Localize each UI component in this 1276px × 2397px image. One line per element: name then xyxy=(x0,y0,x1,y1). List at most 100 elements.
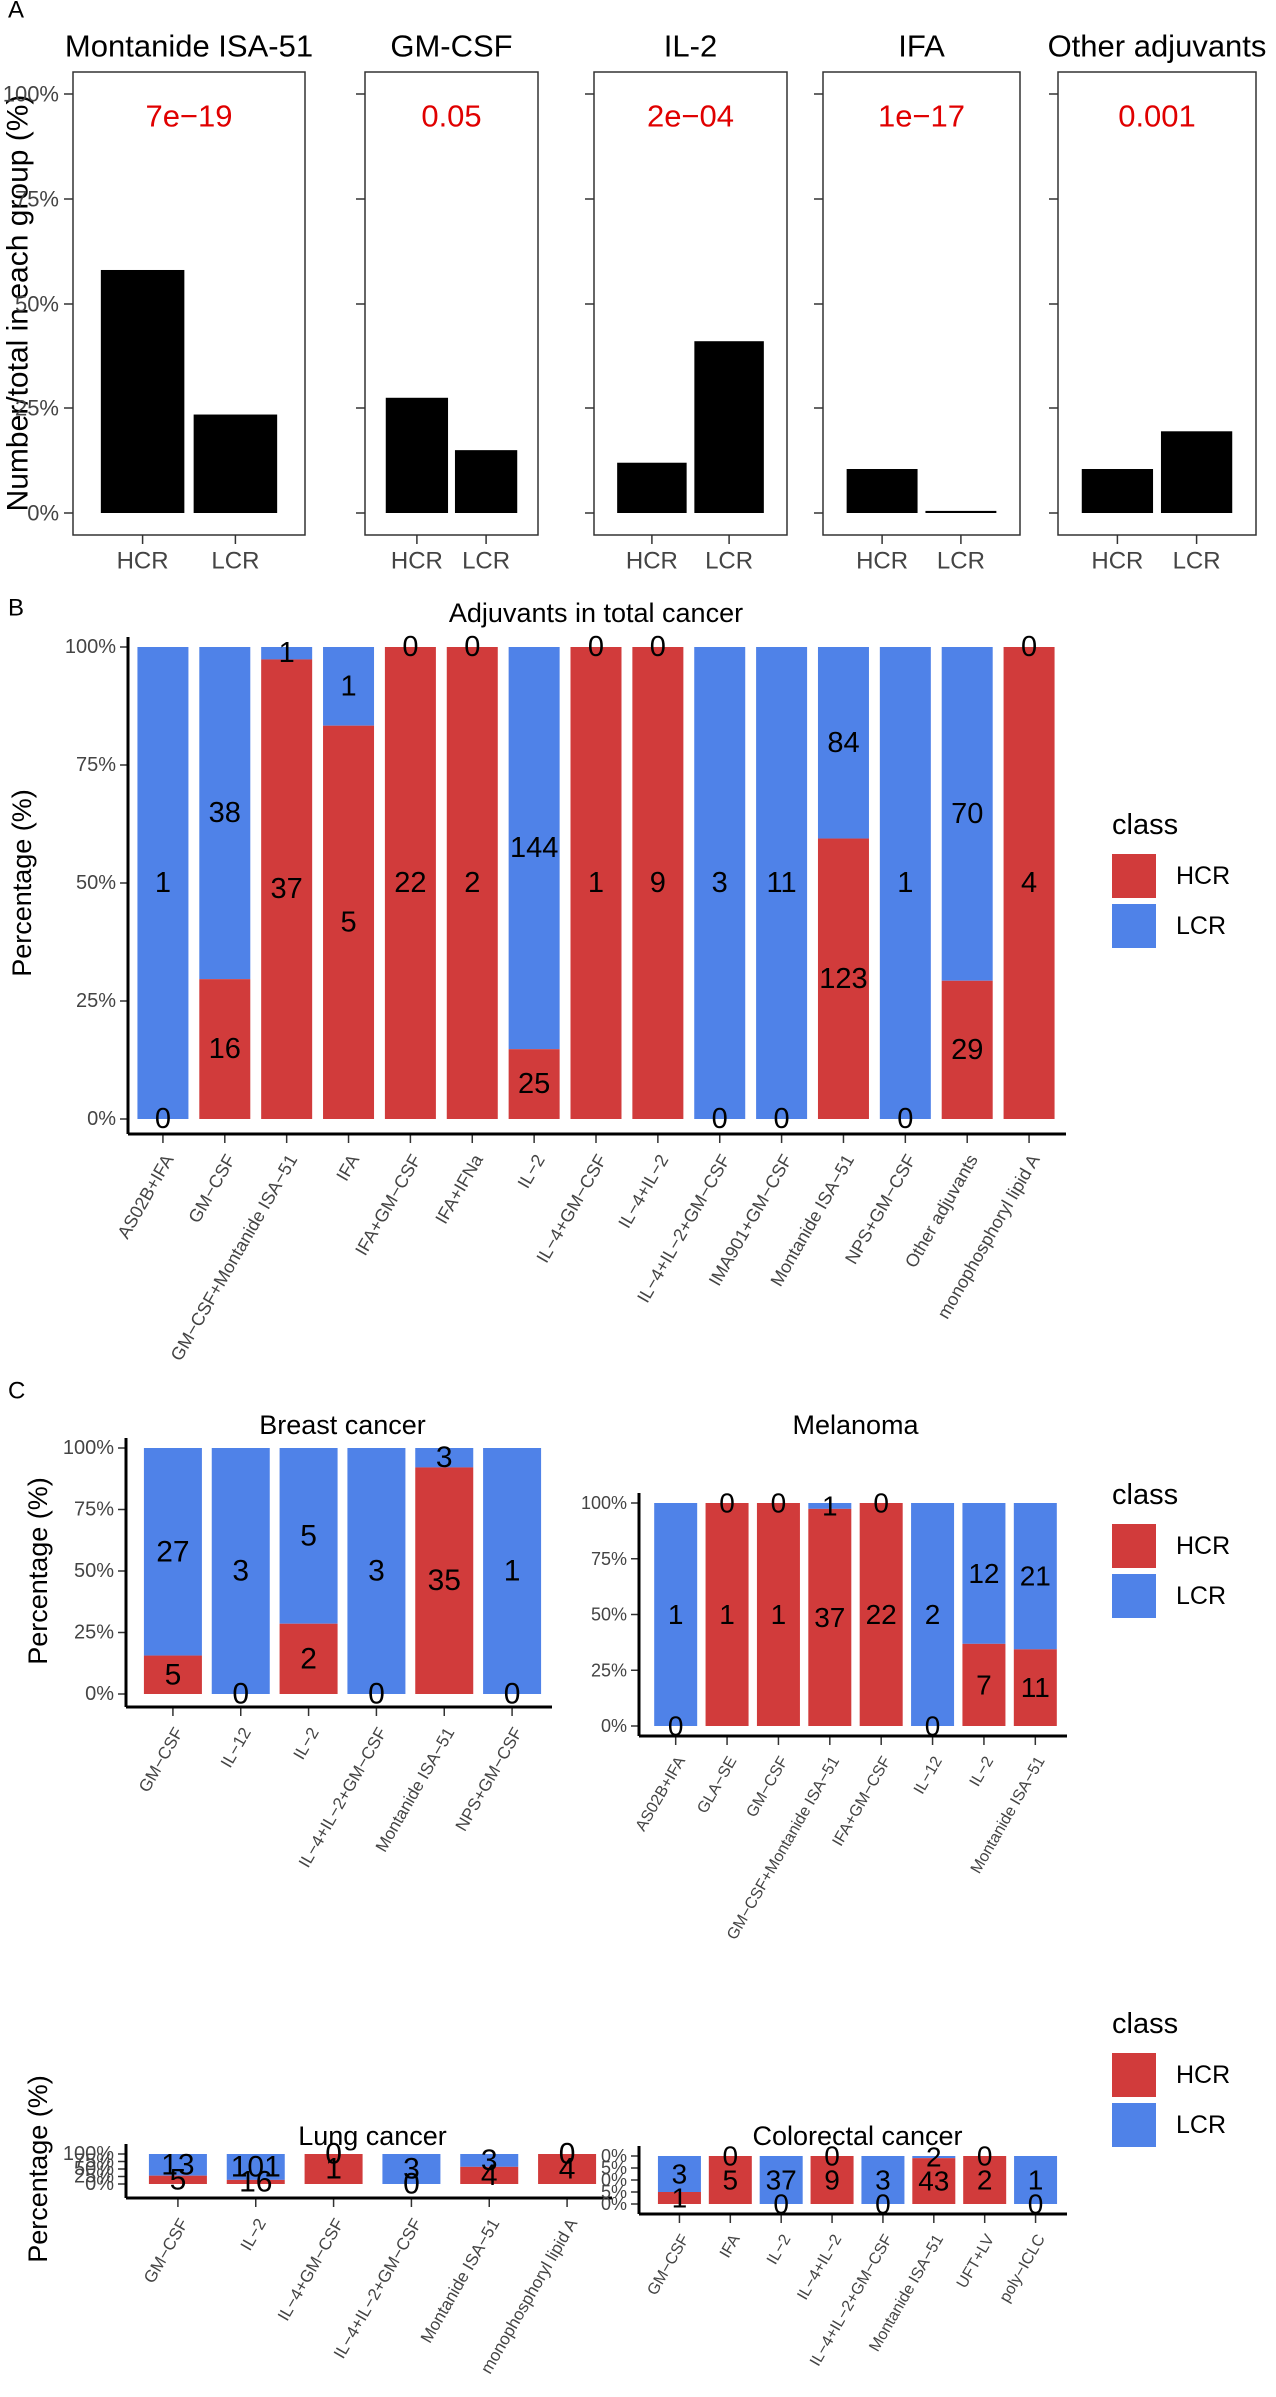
panel-a-bar-lcr xyxy=(925,510,997,513)
panel-c-melanoma-bar-lcr xyxy=(911,1503,955,1726)
panel-b-x-tick-label: GM−CSF xyxy=(184,1151,239,1226)
panel-label-a: A xyxy=(8,0,24,24)
panel-c-lung-label-lcr: 13 xyxy=(161,2148,194,2181)
panel-a-pvalue: 0.05 xyxy=(421,99,481,134)
panel-c-melanoma-label-lcr: 0 xyxy=(719,1488,735,1519)
panel-c-lung-label-hcr: 5 xyxy=(170,2163,187,2196)
panel-b-label-lcr: 84 xyxy=(827,727,859,759)
panel-c-melanoma-y-tick-label: 0% xyxy=(601,1716,627,1736)
panel-b-label-hcr: 16 xyxy=(209,1033,241,1065)
panel-c-lung-y-tick-label: 25% xyxy=(74,2166,114,2188)
panel-c-melanoma-bar-hcr xyxy=(962,1643,1006,1726)
panel-a-bar-hcr xyxy=(617,462,687,513)
panel-b-y-axis-label: Percentage (%) xyxy=(7,789,37,977)
panel-c-colorectal-y-tick-label: 5% xyxy=(601,2182,627,2202)
panel-c-lung-label-lcr: 3 xyxy=(481,2144,498,2177)
panel-c-breast-bar-lcr xyxy=(347,1448,406,1694)
panel-c-lung-x-tick-label: IL−2 xyxy=(237,2215,270,2254)
panel-b-bar-lcr xyxy=(694,647,746,1119)
panel-a-bar-hcr xyxy=(100,269,185,513)
panel-c-lung-label-hcr: 4 xyxy=(481,2159,498,2192)
panel-c-breast-bar-hcr xyxy=(279,1623,338,1694)
panel-b-bar-lcr xyxy=(817,647,869,839)
panel-c-melanoma-x-tick-label: GM−CSF xyxy=(744,1754,792,1821)
panel-c-colorectal-bar-lcr xyxy=(912,2156,956,2159)
panel-a-facet-title: IFA xyxy=(898,29,945,64)
panel-a-bar-hcr xyxy=(846,469,918,513)
panel-a-y-tick-label: 100% xyxy=(3,82,59,107)
panel-c-melanoma-bar-hcr xyxy=(1013,1649,1057,1726)
panel-a-x-tick-label: LCR xyxy=(462,548,510,575)
panel-b-label-lcr: 144 xyxy=(510,832,558,864)
panel-b-label-lcr: 0 xyxy=(464,631,480,663)
panel-c-colorectal-y-tick-label: 0% xyxy=(601,2194,627,2214)
panel-c-melanoma-bar-hcr xyxy=(859,1503,903,1726)
panel-b-title: Adjuvants in total cancer xyxy=(449,598,743,628)
panel-c-colorectal-bar-lcr xyxy=(1014,2156,1058,2204)
panel-c-breast-title: Breast cancer xyxy=(259,1410,426,1440)
panel-c-lung-bar-lcr xyxy=(460,2154,519,2167)
panel-c-breast-x-tick-label: IL−12 xyxy=(217,1724,255,1771)
panel-a-facet-title: Other adjuvants xyxy=(1048,29,1267,64)
panel-b-bar-lcr xyxy=(756,647,808,1119)
panel-c-lung-label-lcr: 0 xyxy=(325,2138,342,2171)
panel-c-lung-bar-hcr xyxy=(304,2154,363,2184)
panel-b-bar-hcr xyxy=(261,659,313,1119)
panel-c-breast-y-tick-label: 100% xyxy=(63,1437,114,1459)
panel-c-melanoma-y-tick-label: 50% xyxy=(591,1605,627,1625)
panel-b-bar-hcr xyxy=(446,647,498,1119)
panel-b-x-tick-label: AS02B+IFA xyxy=(113,1151,177,1242)
panel-a-bar-lcr xyxy=(1160,431,1233,513)
panel-c-melanoma-label-hcr: 7 xyxy=(976,1669,992,1700)
panel-b-bar-hcr xyxy=(384,647,436,1119)
panel-c-melanoma-bar-hcr xyxy=(808,1508,852,1726)
panel-b-bar-hcr xyxy=(199,979,251,1119)
panel-a-x-tick-label: HCR xyxy=(1091,548,1143,575)
panel-c-lung-bar-lcr xyxy=(148,2154,207,2176)
panel-a-x-tick-label: LCR xyxy=(705,548,753,575)
panel-c-colorectal-x-tick-label: IL−2 xyxy=(764,2232,795,2268)
panel-c-colorectal-bar-hcr xyxy=(810,2156,854,2204)
panel-a-pvalue: 7e−19 xyxy=(145,99,232,134)
panel-a-bar-hcr xyxy=(1081,469,1154,513)
panel-a-x-tick-label: LCR xyxy=(211,548,259,575)
panel-c-breast-label-hcr: 0 xyxy=(232,1678,249,1711)
panel-b-bar-hcr xyxy=(1003,647,1055,1119)
panel-c-breast-label-hcr: 2 xyxy=(300,1642,317,1675)
panel-b-label-lcr: 0 xyxy=(588,631,604,663)
panel-c-breast-y-tick-label: 25% xyxy=(74,1622,114,1644)
panel-c-lung-y-axis-label: Percentage (%) xyxy=(23,2075,53,2263)
panel-b-label-hcr: 25 xyxy=(518,1068,550,1100)
panel-b-x-tick-label: IL−4+IL−2 xyxy=(614,1151,672,1232)
panel-c-colorectal-bar-hcr xyxy=(657,2192,701,2204)
panel-c-lung-bar-hcr xyxy=(226,2179,285,2184)
panel-c-colorectal-y-tick-label: 5% xyxy=(601,2158,627,2178)
panel-b-label-hcr: 29 xyxy=(951,1034,983,1066)
panel-c-lung-title: Lung cancer xyxy=(298,2121,447,2151)
legend-title-c2: class xyxy=(1112,2008,1178,2040)
panel-b-label-hcr: 37 xyxy=(271,873,303,905)
panel-c-breast-y-tick-label: 0% xyxy=(85,1683,114,1705)
panel-b-label-hcr: 4 xyxy=(1021,867,1037,899)
legend-label-hcr-c2: HCR xyxy=(1176,2061,1230,2089)
panel-b-bar-lcr xyxy=(137,647,189,1119)
panel-b-x-tick-label: IFA+IFNa xyxy=(431,1150,487,1227)
panel-b-bar-hcr xyxy=(508,1049,560,1119)
panel-c-melanoma-label-hcr: 37 xyxy=(814,1602,845,1633)
panel-c-breast-x-tick-label: GM−CSF xyxy=(135,1724,187,1795)
panel-b-label-lcr: 3 xyxy=(712,867,728,899)
panel-c-breast-label-lcr: 1 xyxy=(504,1555,521,1588)
panel-b-bar-lcr xyxy=(941,647,993,981)
panel-c-lung-bar-lcr xyxy=(382,2154,441,2184)
panel-c-colorectal-label-hcr: 5 xyxy=(723,2165,739,2196)
panel-c-colorectal-label-hcr: 0 xyxy=(1028,2189,1044,2220)
panel-b-label-hcr: 123 xyxy=(819,963,867,995)
panel-c-colorectal-y-tick-label: 0% xyxy=(601,2170,627,2190)
panel-c-breast-label-lcr: 3 xyxy=(232,1555,249,1588)
panel-c-melanoma-label-hcr: 0 xyxy=(925,1711,941,1742)
panel-label-c: C xyxy=(8,1378,25,1405)
panel-c-lung-bar-hcr xyxy=(148,2175,207,2184)
panel-c-colorectal-bar-hcr xyxy=(912,2158,956,2204)
panel-label-b: B xyxy=(8,595,24,622)
